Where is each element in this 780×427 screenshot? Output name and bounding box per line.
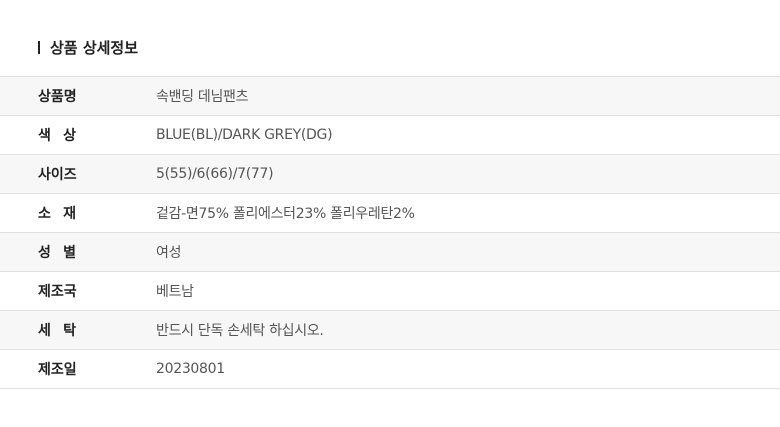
table-row: 세 탁 반드시 단독 손세탁 하십시오.: [0, 311, 780, 350]
table-row: 제조국 베트남: [0, 272, 780, 311]
row-label: 사이즈: [38, 167, 77, 183]
table-row: 제조일 20230801: [0, 350, 780, 389]
table-row: 사이즈 5(55)/6(66)/7(77): [0, 155, 780, 194]
row-value: 베트남: [156, 284, 194, 300]
title-accent-bar: [38, 40, 40, 54]
table-row: 상품명 속밴딩 데님팬츠: [0, 77, 780, 116]
table-row: 성 별 여성: [0, 233, 780, 272]
row-value: BLUE(BL)/DARK GREY(DG): [156, 127, 333, 143]
row-label: 상품명: [38, 89, 77, 105]
row-label: 색 상: [38, 128, 76, 144]
row-label: 세 탁: [38, 323, 76, 339]
row-value: 반드시 단독 손세탁 하십시오.: [156, 323, 324, 339]
row-value: 겉감-면75% 폴리에스터23% 폴리우레탄2%: [156, 206, 415, 222]
row-label: 성 별: [38, 245, 76, 261]
table-row: 색 상 BLUE(BL)/DARK GREY(DG): [0, 116, 780, 155]
section-header: 상품 상세정보: [38, 36, 138, 58]
row-label: 제조국: [38, 284, 77, 300]
product-detail-table: 상품명 속밴딩 데님팬츠 색 상 BLUE(BL)/DARK GREY(DG) 사이…: [0, 76, 780, 389]
row-value: 여성: [156, 245, 182, 261]
row-label: 소 재: [38, 206, 76, 222]
table-row: 소 재 겉감-면75% 폴리에스터23% 폴리우레탄2%: [0, 194, 780, 233]
row-value: 5(55)/6(66)/7(77): [156, 166, 274, 182]
row-value: 20230801: [156, 361, 225, 377]
row-label: 제조일: [38, 362, 77, 378]
section-title: 상품 상세정보: [50, 38, 139, 57]
row-value: 속밴딩 데님팬츠: [156, 89, 249, 105]
